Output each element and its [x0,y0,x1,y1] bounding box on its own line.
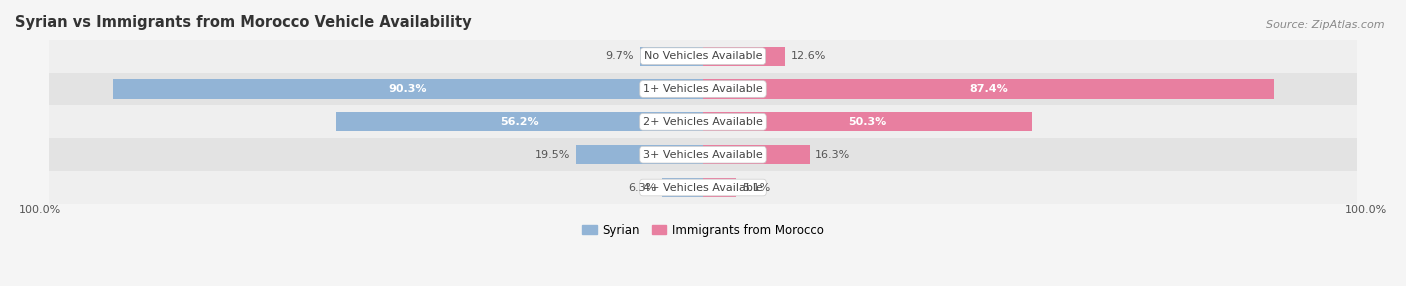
Text: 1+ Vehicles Available: 1+ Vehicles Available [643,84,763,94]
Text: Syrian vs Immigrants from Morocco Vehicle Availability: Syrian vs Immigrants from Morocco Vehicl… [15,15,471,30]
Text: 100.0%: 100.0% [18,204,60,214]
Text: 19.5%: 19.5% [534,150,569,160]
Bar [336,112,703,131]
Bar [662,178,703,197]
Text: 5.1%: 5.1% [742,182,770,192]
Bar [703,112,1032,131]
Bar [575,145,703,164]
Bar [49,106,1357,138]
Text: 90.3%: 90.3% [388,84,427,94]
Text: 6.3%: 6.3% [628,182,657,192]
Text: 4+ Vehicles Available: 4+ Vehicles Available [643,182,763,192]
Text: 100.0%: 100.0% [1346,204,1388,214]
Bar [49,171,1357,204]
Bar [49,73,1357,106]
Text: 16.3%: 16.3% [815,150,851,160]
Text: 3+ Vehicles Available: 3+ Vehicles Available [643,150,763,160]
Text: 9.7%: 9.7% [606,51,634,61]
Text: Source: ZipAtlas.com: Source: ZipAtlas.com [1267,20,1385,30]
Bar [703,47,786,66]
Text: 56.2%: 56.2% [501,117,538,127]
Text: 50.3%: 50.3% [848,117,887,127]
Text: 87.4%: 87.4% [969,84,1008,94]
Bar [640,47,703,66]
Bar [703,80,1274,99]
Bar [49,40,1357,73]
Text: 2+ Vehicles Available: 2+ Vehicles Available [643,117,763,127]
Bar [703,145,810,164]
Bar [112,80,703,99]
Text: No Vehicles Available: No Vehicles Available [644,51,762,61]
Legend: Syrian, Immigrants from Morocco: Syrian, Immigrants from Morocco [582,224,824,237]
Text: 12.6%: 12.6% [790,51,827,61]
Bar [703,178,737,197]
Bar [49,138,1357,171]
